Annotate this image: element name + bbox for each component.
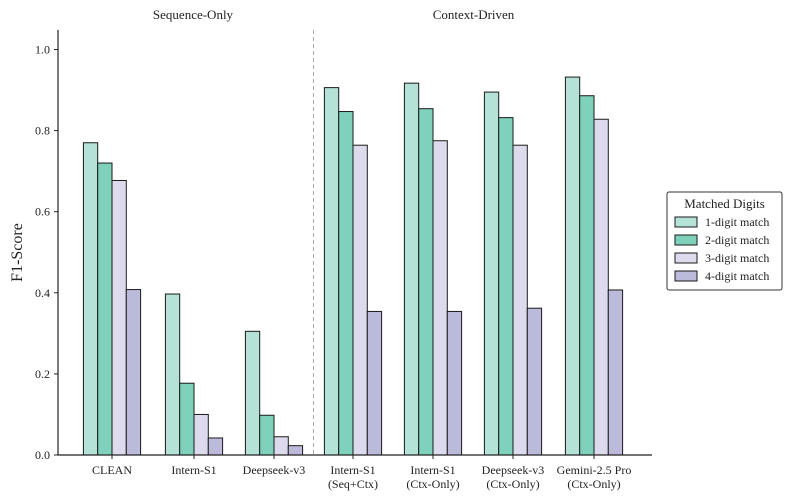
x-tick-label: (Ctx-Only) bbox=[567, 477, 620, 491]
bar-2-1 bbox=[97, 162, 113, 456]
bar-3-1 bbox=[111, 179, 127, 456]
axes-layer: 0.0 0.2 0.4 0.6 0.8 1.0 F1-Score CLEAN Intern-S1… bbox=[9, 30, 652, 491]
y-tick-label: 1.0 bbox=[35, 43, 50, 57]
bar-1-2 bbox=[164, 293, 181, 456]
bar-4-3 bbox=[287, 445, 304, 456]
group-label-1: Sequence-Only bbox=[153, 7, 234, 22]
legend-swatch-1 bbox=[674, 216, 698, 228]
bar-3-6 bbox=[512, 144, 528, 456]
x-tick-label: Intern-S1 bbox=[171, 463, 216, 477]
legend-label-1: 1-digit match bbox=[705, 215, 769, 229]
bar-3-2 bbox=[193, 413, 209, 456]
x-tick-label: (Ctx-Only) bbox=[486, 477, 539, 491]
x-tick-label: Intern-S1 bbox=[330, 463, 375, 477]
bar-3-3 bbox=[273, 436, 289, 456]
bar-3-5 bbox=[432, 140, 448, 456]
bar-2-6 bbox=[498, 117, 514, 456]
bar-4-4 bbox=[366, 310, 383, 456]
bar-1-5 bbox=[403, 82, 420, 456]
x-tick-label: (Seq+Ctx) bbox=[328, 477, 378, 491]
bar-2-7 bbox=[579, 95, 595, 456]
legend: Matched Digits 1-digit match 2-digit match… bbox=[666, 191, 783, 291]
x-tick-label: Intern-S1 bbox=[410, 463, 455, 477]
bar-4-2 bbox=[207, 437, 224, 456]
legend-label-2: 2-digit match bbox=[705, 233, 769, 247]
legend-label-3: 3-digit match bbox=[705, 251, 769, 265]
legend-swatch-3 bbox=[674, 252, 698, 264]
y-tick-label: 0.4 bbox=[35, 286, 50, 300]
bar-3-7 bbox=[593, 118, 609, 456]
y-axis-title: F1-Score bbox=[9, 223, 26, 282]
x-tick-label: Deepseek-v3 bbox=[243, 463, 306, 477]
legend-title: Matched Digits bbox=[684, 196, 765, 211]
legend-swatch-2 bbox=[674, 234, 698, 246]
bar-4-1 bbox=[125, 289, 142, 456]
bar-4-6 bbox=[526, 307, 543, 456]
y-tick-label: 0.8 bbox=[35, 124, 50, 138]
group-label-2: Context-Driven bbox=[433, 7, 515, 22]
bar-4-5 bbox=[446, 310, 463, 456]
bar-2-5 bbox=[418, 108, 434, 456]
bar-1-6 bbox=[483, 91, 500, 456]
y-tick-label: 0.6 bbox=[35, 205, 50, 219]
bar-2-3 bbox=[259, 414, 275, 456]
x-tick-label: Deepseek-v3 bbox=[482, 463, 545, 477]
y-tick-label: 0.0 bbox=[35, 448, 50, 462]
bar-1-1 bbox=[82, 142, 99, 456]
bar-2-4 bbox=[338, 111, 354, 456]
bar-1-3 bbox=[244, 330, 261, 456]
bar-1-4 bbox=[323, 87, 340, 456]
x-tick-label: (Ctx-Only) bbox=[406, 477, 459, 491]
bar-2-2 bbox=[179, 382, 195, 456]
y-tick-label: 0.2 bbox=[35, 367, 50, 381]
bars-layer bbox=[82, 76, 624, 456]
x-tick-label: Gemini-2.5 Pro bbox=[557, 463, 632, 477]
bar-1-7 bbox=[564, 76, 581, 456]
legend-swatch-4 bbox=[674, 270, 698, 282]
bar-4-7 bbox=[607, 289, 624, 456]
bar-3-4 bbox=[352, 144, 368, 456]
legend-label-4: 4-digit match bbox=[705, 269, 769, 283]
x-tick-label: CLEAN bbox=[92, 463, 132, 477]
group-labels-layer: Sequence-Only Context-Driven bbox=[153, 7, 515, 22]
